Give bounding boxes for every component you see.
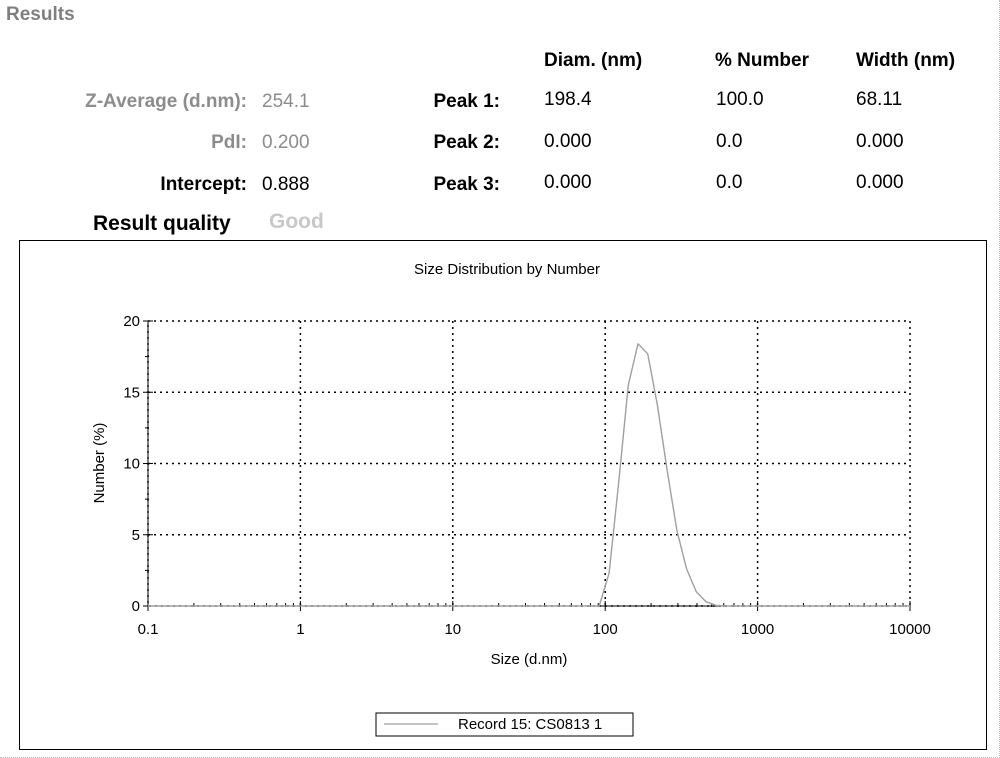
peak-2-number: 0.0	[716, 131, 743, 152]
result-quality-label: Result quality	[93, 212, 231, 235]
header-width: Width (nm)	[856, 50, 956, 71]
z-average-value: 254.1	[262, 91, 310, 112]
z-average-label: Z-Average (d.nm):	[85, 91, 247, 112]
x-tick-label: 10	[444, 621, 461, 638]
legend-box	[375, 712, 634, 737]
legend-label: Record 15: CS0813 1	[458, 716, 602, 733]
header-diam: Diam. (nm)	[544, 50, 643, 71]
x-tick-label: 100	[593, 621, 618, 638]
y-tick-label: 15	[123, 384, 140, 401]
peak-2-label: Peak 2:	[433, 132, 500, 153]
intercept-value: 0.888	[262, 174, 310, 195]
x-tick-label: 10000	[889, 621, 931, 638]
pdi-label: PdI:	[211, 132, 247, 153]
chart-title: Size Distribution by Number	[414, 261, 600, 278]
x-tick-label: 1000	[741, 621, 774, 638]
peak-1-diam: 198.4	[544, 89, 592, 110]
ticks: 0.1 1 10 100 1000 10000 0 5 10 15 20	[123, 313, 931, 638]
peak-3-width: 0.000	[856, 172, 904, 193]
peak-2-diam: 0.000	[544, 131, 592, 152]
y-axis-label: Number (%)	[91, 423, 108, 504]
peak-1-label: Peak 1:	[433, 91, 500, 112]
series	[148, 343, 910, 607]
grid	[148, 321, 910, 606]
intercept-label: Intercept:	[160, 174, 247, 195]
result-quality-value: Good	[269, 210, 324, 233]
chart-container: Size Distribution by Number 0.1 1 10 100 100…	[19, 240, 987, 750]
series-line	[148, 343, 910, 607]
pdi-value: 0.200	[262, 132, 310, 153]
legend: Record 15: CS0813 1	[375, 712, 634, 737]
x-tick-label: 0.1	[138, 621, 159, 638]
peak-3-number: 0.0	[716, 172, 743, 193]
y-tick-label: 0	[132, 598, 140, 615]
peak-1-number: 100.0	[716, 89, 764, 110]
size-distribution-chart: Size Distribution by Number 0.1 1 10 100 100…	[91, 261, 931, 737]
header-number: % Number	[715, 50, 809, 71]
peak-3-label: Peak 3:	[433, 174, 500, 195]
x-tick-label: 1	[296, 621, 304, 638]
y-tick-label: 20	[123, 313, 140, 330]
peak-2-width: 0.000	[856, 131, 904, 152]
peak-1-width: 68.11	[856, 89, 903, 110]
y-tick-label: 5	[132, 527, 140, 544]
x-axis-label: Size (d.nm)	[491, 651, 568, 668]
peak-3-diam: 0.000	[544, 172, 592, 193]
section-title: Results	[6, 4, 75, 25]
y-tick-label: 10	[123, 456, 140, 473]
